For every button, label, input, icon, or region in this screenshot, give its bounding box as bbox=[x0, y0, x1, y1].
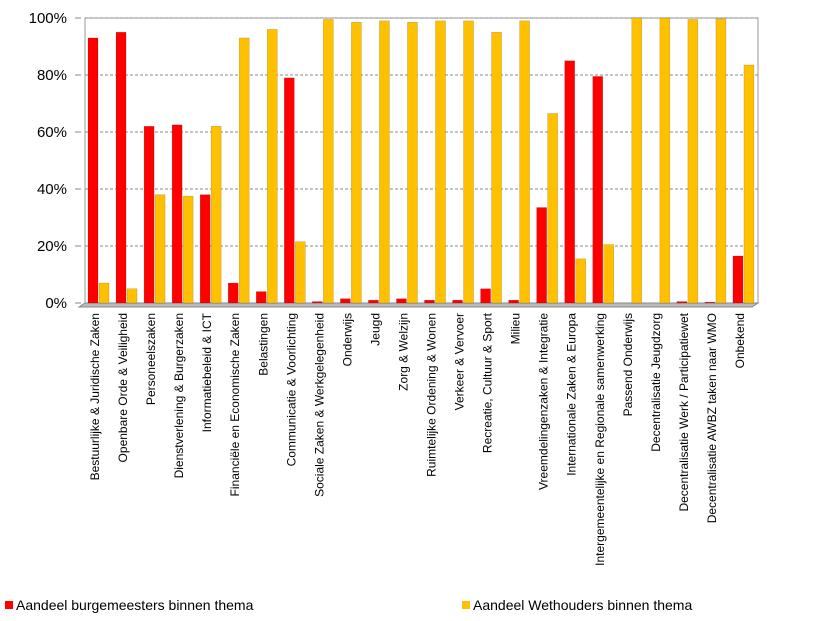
plot-area bbox=[84, 17, 759, 304]
x-tick-label: Verkeer & Vervoer bbox=[453, 313, 467, 410]
x-tick-label: Jeugd bbox=[368, 313, 382, 346]
x-tick-label: Decentralisatie Jeugdzorg bbox=[649, 313, 663, 452]
x-tick-label: Informatiebeleid & ICT bbox=[200, 312, 214, 432]
bar bbox=[238, 37, 250, 304]
bar bbox=[575, 258, 586, 304]
bar bbox=[396, 298, 407, 304]
x-tick-label: Dienstverlening & Burgerzaken bbox=[172, 313, 186, 478]
bar bbox=[368, 299, 379, 304]
y-tick-label: 100% bbox=[29, 10, 67, 27]
bar bbox=[115, 32, 127, 304]
x-tick-label: Intergemeentelijke en Regionale samenwer… bbox=[593, 313, 607, 566]
x-tick-label: Ruimtelijke Ordening & Wonen bbox=[425, 313, 439, 477]
x-tick-label: Onbekend bbox=[733, 313, 747, 368]
x-tick-label: Onderwijs bbox=[340, 313, 354, 366]
bar bbox=[323, 19, 334, 304]
bar bbox=[340, 298, 351, 304]
bar bbox=[154, 194, 166, 304]
x-tick-label: Communicatie & Voorlichting bbox=[284, 313, 298, 466]
bar bbox=[351, 22, 362, 304]
bar bbox=[592, 76, 603, 304]
bar bbox=[631, 17, 643, 304]
bar bbox=[519, 20, 530, 304]
bar bbox=[424, 299, 435, 304]
bar bbox=[676, 301, 688, 304]
x-tick-label: Decentralisatie Werk / Participatiewet bbox=[677, 312, 691, 511]
bar bbox=[199, 194, 211, 304]
bar bbox=[171, 124, 183, 304]
y-tick-label: 0% bbox=[45, 295, 67, 312]
x-tick-label: Belastingen bbox=[256, 313, 270, 376]
x-tick-label: Internationale Zaken & Europa bbox=[565, 313, 579, 476]
bar bbox=[126, 288, 138, 304]
bar bbox=[267, 29, 278, 304]
y-tick-label: 60% bbox=[37, 124, 67, 141]
bar bbox=[87, 37, 99, 304]
bar bbox=[687, 19, 699, 304]
bar bbox=[312, 301, 323, 304]
x-tick-label: Milieu bbox=[509, 313, 523, 344]
bar bbox=[210, 126, 222, 304]
bar bbox=[227, 282, 239, 304]
y-tick-label: 40% bbox=[37, 181, 67, 198]
bar bbox=[659, 17, 671, 304]
bar bbox=[256, 291, 267, 304]
bar bbox=[182, 195, 194, 304]
bar bbox=[491, 32, 502, 304]
bar bbox=[435, 20, 446, 304]
bar bbox=[463, 20, 474, 304]
plot-floor bbox=[77, 302, 760, 308]
bar bbox=[564, 60, 575, 304]
x-tick-label: Recreatie, Cultuur & Sport bbox=[481, 312, 495, 453]
x-tick-label: Financiële en Economische Zaken bbox=[228, 313, 242, 496]
bar bbox=[379, 20, 390, 304]
bar bbox=[407, 22, 418, 304]
x-tick-label: Bestuurlijke & Juridische Zaken bbox=[88, 313, 102, 480]
legend-swatch bbox=[5, 601, 13, 609]
x-tick-label: Personeelszaken bbox=[144, 313, 158, 405]
x-tick-label: Zorg & Welzijn bbox=[396, 313, 410, 391]
x-tick-label: Decentralisatie AWBZ taken naar WMO bbox=[705, 313, 719, 523]
bar bbox=[743, 64, 755, 304]
legend-swatch bbox=[462, 601, 470, 609]
x-tick-label: Passend Onderwijs bbox=[621, 313, 635, 416]
bar bbox=[98, 282, 110, 304]
bar bbox=[284, 77, 295, 304]
y-tick-label: 80% bbox=[37, 67, 67, 84]
bar bbox=[704, 301, 716, 304]
bar bbox=[452, 299, 463, 304]
x-tick-label: Vreemdelingenzaken & Integratie bbox=[537, 313, 551, 490]
bar bbox=[480, 288, 491, 304]
legend-label: Aandeel Wethouders binnen thema bbox=[473, 597, 692, 613]
bar bbox=[603, 244, 614, 304]
x-tick-label: Sociale Zaken & Werkgelegenheid bbox=[312, 313, 326, 497]
bar bbox=[547, 113, 558, 304]
bar bbox=[508, 299, 519, 304]
bar bbox=[715, 18, 727, 304]
x-tick-label: Openbare Orde & Veiligheid bbox=[116, 313, 130, 462]
bar bbox=[536, 207, 547, 304]
bar bbox=[732, 255, 744, 304]
bar bbox=[295, 241, 306, 304]
bar bbox=[143, 126, 155, 304]
legend-label: Aandeel burgemeesters binnen thema bbox=[16, 597, 254, 613]
y-tick-label: 20% bbox=[37, 238, 67, 255]
